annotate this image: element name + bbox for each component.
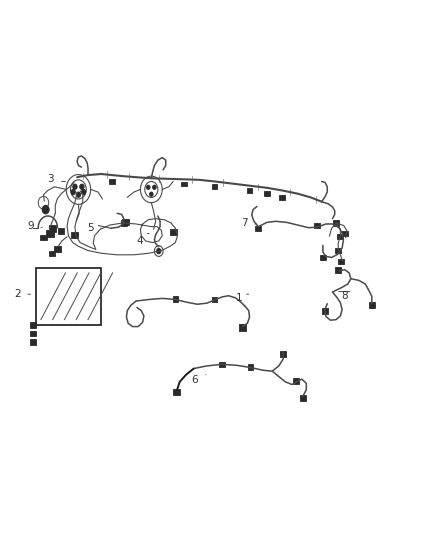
Bar <box>30 339 36 345</box>
Bar <box>369 302 375 308</box>
Bar <box>36 268 101 325</box>
Circle shape <box>147 185 150 189</box>
Bar <box>247 188 252 193</box>
Circle shape <box>81 189 86 195</box>
Text: 3: 3 <box>48 174 54 184</box>
Bar <box>255 226 261 231</box>
Text: 7: 7 <box>241 218 247 228</box>
Bar <box>279 195 285 200</box>
Bar <box>40 235 46 240</box>
Bar <box>49 251 55 256</box>
Text: 9: 9 <box>27 221 34 231</box>
Bar <box>212 297 218 302</box>
Circle shape <box>42 205 49 214</box>
Bar <box>337 233 343 239</box>
Circle shape <box>150 192 153 196</box>
Bar <box>300 395 306 401</box>
Text: 8: 8 <box>342 290 348 301</box>
Bar <box>121 220 127 226</box>
Bar <box>264 191 270 196</box>
Bar <box>58 228 64 234</box>
Text: 2: 2 <box>14 289 21 299</box>
Bar <box>333 220 339 225</box>
Bar <box>122 219 129 225</box>
Bar <box>219 362 225 367</box>
Bar <box>280 351 286 357</box>
Bar <box>212 184 218 189</box>
Bar <box>71 232 78 238</box>
Circle shape <box>73 184 77 189</box>
Bar <box>173 296 178 302</box>
Bar <box>46 230 53 237</box>
Bar <box>320 255 326 260</box>
Bar <box>109 179 115 184</box>
Bar <box>30 330 36 336</box>
Circle shape <box>80 184 84 189</box>
Bar <box>181 182 187 187</box>
Bar <box>335 248 341 253</box>
Circle shape <box>71 189 75 195</box>
Circle shape <box>76 192 81 197</box>
Text: 5: 5 <box>87 223 93 233</box>
Bar <box>247 365 253 369</box>
Bar <box>321 308 328 314</box>
Bar <box>338 259 344 264</box>
Bar <box>170 229 177 235</box>
Bar <box>30 322 36 328</box>
Bar <box>49 225 56 232</box>
Bar <box>314 223 320 228</box>
Bar <box>342 231 348 236</box>
Text: 4: 4 <box>136 236 143 246</box>
Circle shape <box>156 248 161 254</box>
Bar <box>173 389 180 395</box>
Circle shape <box>152 185 156 189</box>
Bar <box>335 267 341 273</box>
Bar <box>239 325 246 331</box>
Bar <box>54 246 61 252</box>
Text: 6: 6 <box>192 375 198 385</box>
Bar <box>293 378 299 384</box>
Text: 1: 1 <box>235 293 242 303</box>
